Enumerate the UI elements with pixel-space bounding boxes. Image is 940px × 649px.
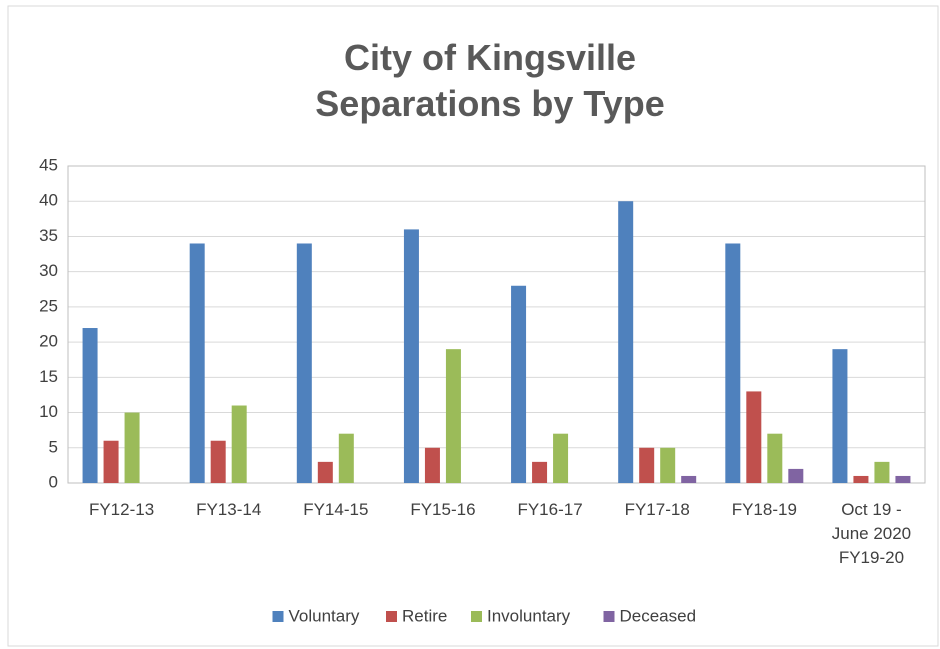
y-tick-label: 25 [39, 296, 58, 315]
chart-title: City of Kingsville Separations by Type [315, 37, 664, 124]
x-tick-label: Oct 19 -June 2020 FY19-20 [832, 500, 911, 567]
legend-swatch [386, 611, 397, 622]
x-tick-label: FY15-16 [410, 500, 475, 519]
legend-label: Involuntary [487, 606, 571, 625]
bar [189, 243, 205, 483]
legend-label: Deceased [620, 606, 697, 625]
bar [103, 440, 119, 483]
bar [725, 243, 741, 483]
bar [296, 243, 312, 483]
bar [317, 461, 333, 483]
bar [681, 475, 697, 483]
legend-label: Retire [402, 606, 447, 625]
x-tick-label: FY12-13 [89, 500, 154, 519]
bar [746, 391, 762, 483]
y-tick-label: 5 [49, 437, 58, 456]
bar [210, 440, 226, 483]
x-tick-label: FY16-17 [517, 500, 582, 519]
x-tick-label: FY17-18 [625, 500, 690, 519]
bar [639, 447, 655, 483]
x-tick-label: FY14-15 [303, 500, 368, 519]
bar [532, 461, 548, 483]
bar [231, 405, 247, 483]
chart-border [7, 5, 939, 647]
bar [338, 433, 354, 483]
x-tick-label: FY18-19 [732, 500, 797, 519]
y-tick-label: 35 [39, 226, 58, 245]
plot-border [67, 165, 926, 484]
bar [660, 447, 676, 483]
legend-swatch [471, 611, 482, 622]
bar [767, 433, 783, 483]
legend-label: Voluntary [289, 606, 360, 625]
y-tick-label: 40 [39, 191, 58, 210]
bar [853, 475, 869, 483]
bar [895, 475, 911, 483]
y-tick-label: 30 [39, 261, 58, 280]
y-tick-label: 20 [39, 332, 58, 351]
y-tick-label: 15 [39, 367, 58, 386]
bar [553, 433, 569, 483]
bar [82, 328, 98, 483]
bar [403, 229, 419, 483]
bar [874, 461, 890, 483]
bar [832, 349, 848, 483]
bar [445, 349, 461, 483]
legend-swatch [603, 611, 615, 622]
x-tick-label: FY13-14 [196, 500, 261, 519]
y-tick-label: 0 [49, 472, 58, 491]
bar [124, 412, 140, 483]
bar [618, 201, 634, 483]
bar [424, 447, 440, 483]
bar [788, 468, 804, 483]
y-tick-label: 10 [39, 402, 58, 421]
bar [511, 285, 527, 483]
y-tick-label: 45 [39, 155, 58, 174]
legend-swatch [272, 611, 284, 622]
